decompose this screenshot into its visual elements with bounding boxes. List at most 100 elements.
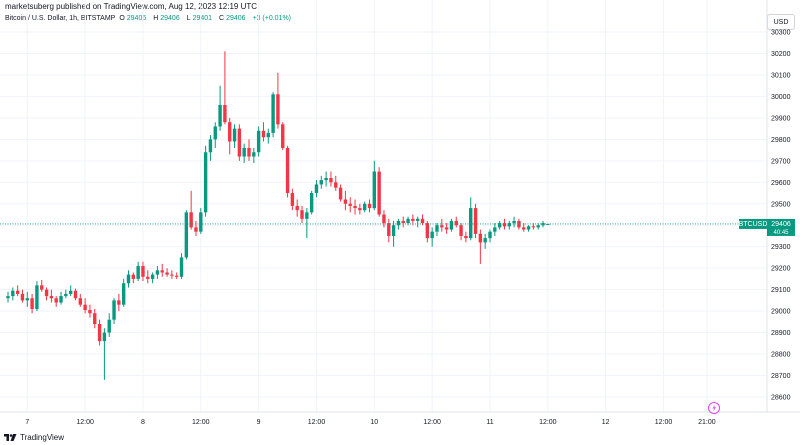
candle[interactable] — [131, 272, 136, 284]
candle[interactable] — [324, 171, 328, 187]
candle[interactable] — [141, 261, 145, 282]
candle[interactable] — [218, 85, 222, 131]
candle[interactable] — [305, 208, 309, 239]
candle[interactable] — [40, 279, 44, 292]
candle[interactable] — [362, 201, 367, 213]
candle[interactable] — [483, 233, 487, 249]
candle[interactable] — [11, 287, 15, 301]
candle[interactable] — [295, 199, 299, 217]
candle[interactable] — [459, 223, 463, 241]
candle[interactable] — [454, 216, 458, 228]
candle[interactable] — [175, 272, 179, 279]
candle[interactable] — [73, 288, 78, 301]
candle[interactable] — [430, 227, 434, 247]
candle[interactable] — [517, 218, 521, 230]
candle[interactable] — [15, 285, 20, 297]
candle[interactable] — [126, 270, 131, 288]
candle[interactable] — [377, 167, 381, 217]
candle[interactable] — [97, 319, 102, 346]
candle[interactable] — [314, 180, 319, 198]
candle[interactable] — [155, 266, 160, 279]
candle[interactable] — [391, 220, 396, 247]
candle[interactable] — [343, 190, 348, 211]
candle[interactable] — [420, 214, 425, 226]
candle[interactable] — [372, 160, 377, 211]
candle[interactable] — [416, 216, 420, 228]
candle[interactable] — [194, 220, 198, 236]
candle[interactable] — [512, 216, 516, 228]
candle[interactable] — [353, 199, 357, 215]
candle[interactable] — [68, 285, 73, 297]
candle[interactable] — [170, 270, 174, 279]
candle[interactable] — [93, 308, 97, 329]
candle[interactable] — [285, 145, 290, 198]
candle[interactable] — [184, 210, 189, 260]
candle[interactable] — [276, 72, 280, 129]
candle[interactable] — [319, 175, 323, 189]
candle[interactable] — [469, 197, 473, 241]
candle[interactable] — [213, 122, 217, 148]
candle[interactable] — [232, 124, 237, 148]
candle[interactable] — [449, 218, 454, 232]
candle[interactable] — [367, 199, 372, 213]
candle[interactable] — [247, 139, 251, 161]
candle[interactable] — [136, 261, 140, 282]
candle[interactable] — [464, 231, 468, 243]
candle[interactable] — [526, 225, 531, 232]
candle[interactable] — [30, 293, 34, 314]
candle[interactable] — [54, 296, 58, 307]
candle[interactable] — [20, 289, 25, 303]
candle[interactable] — [329, 171, 333, 187]
candle[interactable] — [488, 229, 492, 243]
candle[interactable] — [358, 203, 362, 215]
candle[interactable] — [78, 293, 82, 307]
candle[interactable] — [425, 220, 430, 243]
candle[interactable] — [102, 328, 107, 380]
candle[interactable] — [179, 253, 184, 279]
candle[interactable] — [497, 220, 502, 230]
candle[interactable] — [160, 263, 164, 277]
candle[interactable] — [440, 218, 444, 232]
candle[interactable] — [290, 188, 295, 211]
candle[interactable] — [150, 272, 155, 284]
candle[interactable] — [256, 126, 261, 157]
symbol-label[interactable]: Bitcoin / U.S. Dollar, 1h, BITSTAMP — [5, 15, 116, 22]
lightning-icon[interactable] — [708, 402, 720, 414]
candle[interactable] — [64, 289, 68, 299]
candle[interactable] — [507, 220, 511, 230]
candle[interactable] — [228, 117, 232, 155]
candle[interactable] — [387, 218, 391, 243]
candle[interactable] — [411, 214, 415, 226]
candle[interactable] — [382, 210, 386, 228]
candle[interactable] — [502, 218, 507, 230]
candle[interactable] — [401, 216, 405, 228]
candle[interactable] — [165, 268, 169, 277]
candle[interactable] — [203, 145, 208, 217]
candle[interactable] — [252, 147, 256, 163]
candle[interactable] — [435, 223, 439, 236]
tradingview-logo[interactable]: TradingView — [4, 433, 64, 442]
candle[interactable] — [300, 205, 304, 224]
candle[interactable] — [121, 278, 126, 307]
candle[interactable] — [112, 298, 116, 324]
candle[interactable] — [261, 122, 266, 142]
candle[interactable] — [83, 298, 87, 314]
candle[interactable] — [348, 197, 352, 213]
candle[interactable] — [146, 270, 150, 284]
candle[interactable] — [493, 223, 497, 236]
candle[interactable] — [25, 291, 29, 307]
candle[interactable] — [59, 291, 63, 305]
candle[interactable] — [473, 203, 478, 239]
candle[interactable] — [117, 293, 121, 312]
candle[interactable] — [242, 143, 246, 163]
candle[interactable] — [208, 135, 213, 161]
candle[interactable] — [107, 313, 111, 337]
candle[interactable] — [223, 51, 227, 125]
candle[interactable] — [334, 175, 338, 191]
candle[interactable] — [522, 223, 526, 232]
candle[interactable] — [271, 92, 275, 138]
candle[interactable] — [199, 208, 203, 234]
candle[interactable] — [189, 190, 193, 230]
candle[interactable] — [237, 124, 242, 161]
